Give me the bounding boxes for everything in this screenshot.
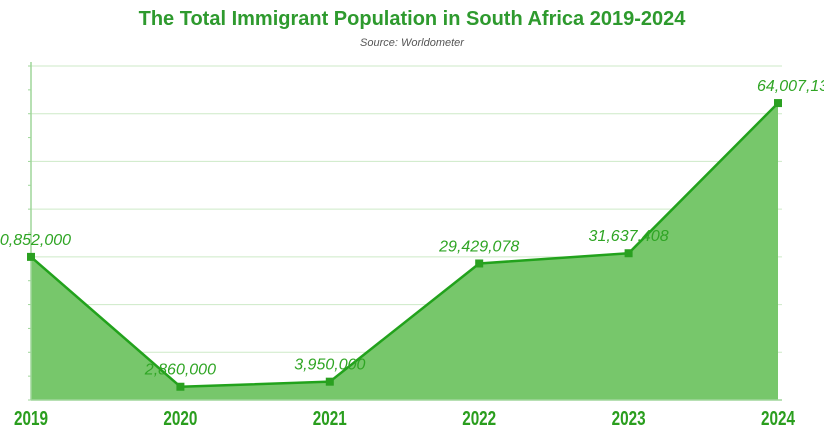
x-tick-label: 2023 [612,408,646,430]
series-area [31,103,778,400]
data-point-marker [774,99,782,108]
data-label: 3,950,000 [294,357,365,374]
data-label: 31,637,408 [589,228,669,245]
markers [27,99,782,391]
x-tick-label: 2019 [14,408,48,430]
data-point-marker [176,382,185,391]
x-tick-label: 2020 [163,408,197,430]
data-label: 64,007,13 [757,78,824,95]
x-tick-label: 2022 [462,408,496,430]
data-point-marker [475,259,484,268]
chart-subtitle: Source: Worldometer [360,37,464,49]
data-point-marker [27,252,35,261]
x-tick-label: 2021 [313,408,347,430]
axes [30,62,782,401]
data-point-marker [624,249,633,258]
chart-title: The Total Immigrant Population in South … [138,8,686,30]
data-point-marker [325,377,334,386]
area-fill-group [31,103,778,400]
series-line-group [30,102,779,388]
series-line [30,102,779,388]
x-tick-label: 2024 [761,408,796,430]
data-label: 29,429,078 [438,238,519,255]
data-label: 2,860,000 [144,362,216,379]
data-label: 30,852,000 [0,232,71,249]
data-labels: 30,852,000 2,860,000 3,950,000 29,429,078 31… [0,78,824,379]
x-tick-labels: 2019 2020 2021 2022 2023 2024 [14,408,796,430]
